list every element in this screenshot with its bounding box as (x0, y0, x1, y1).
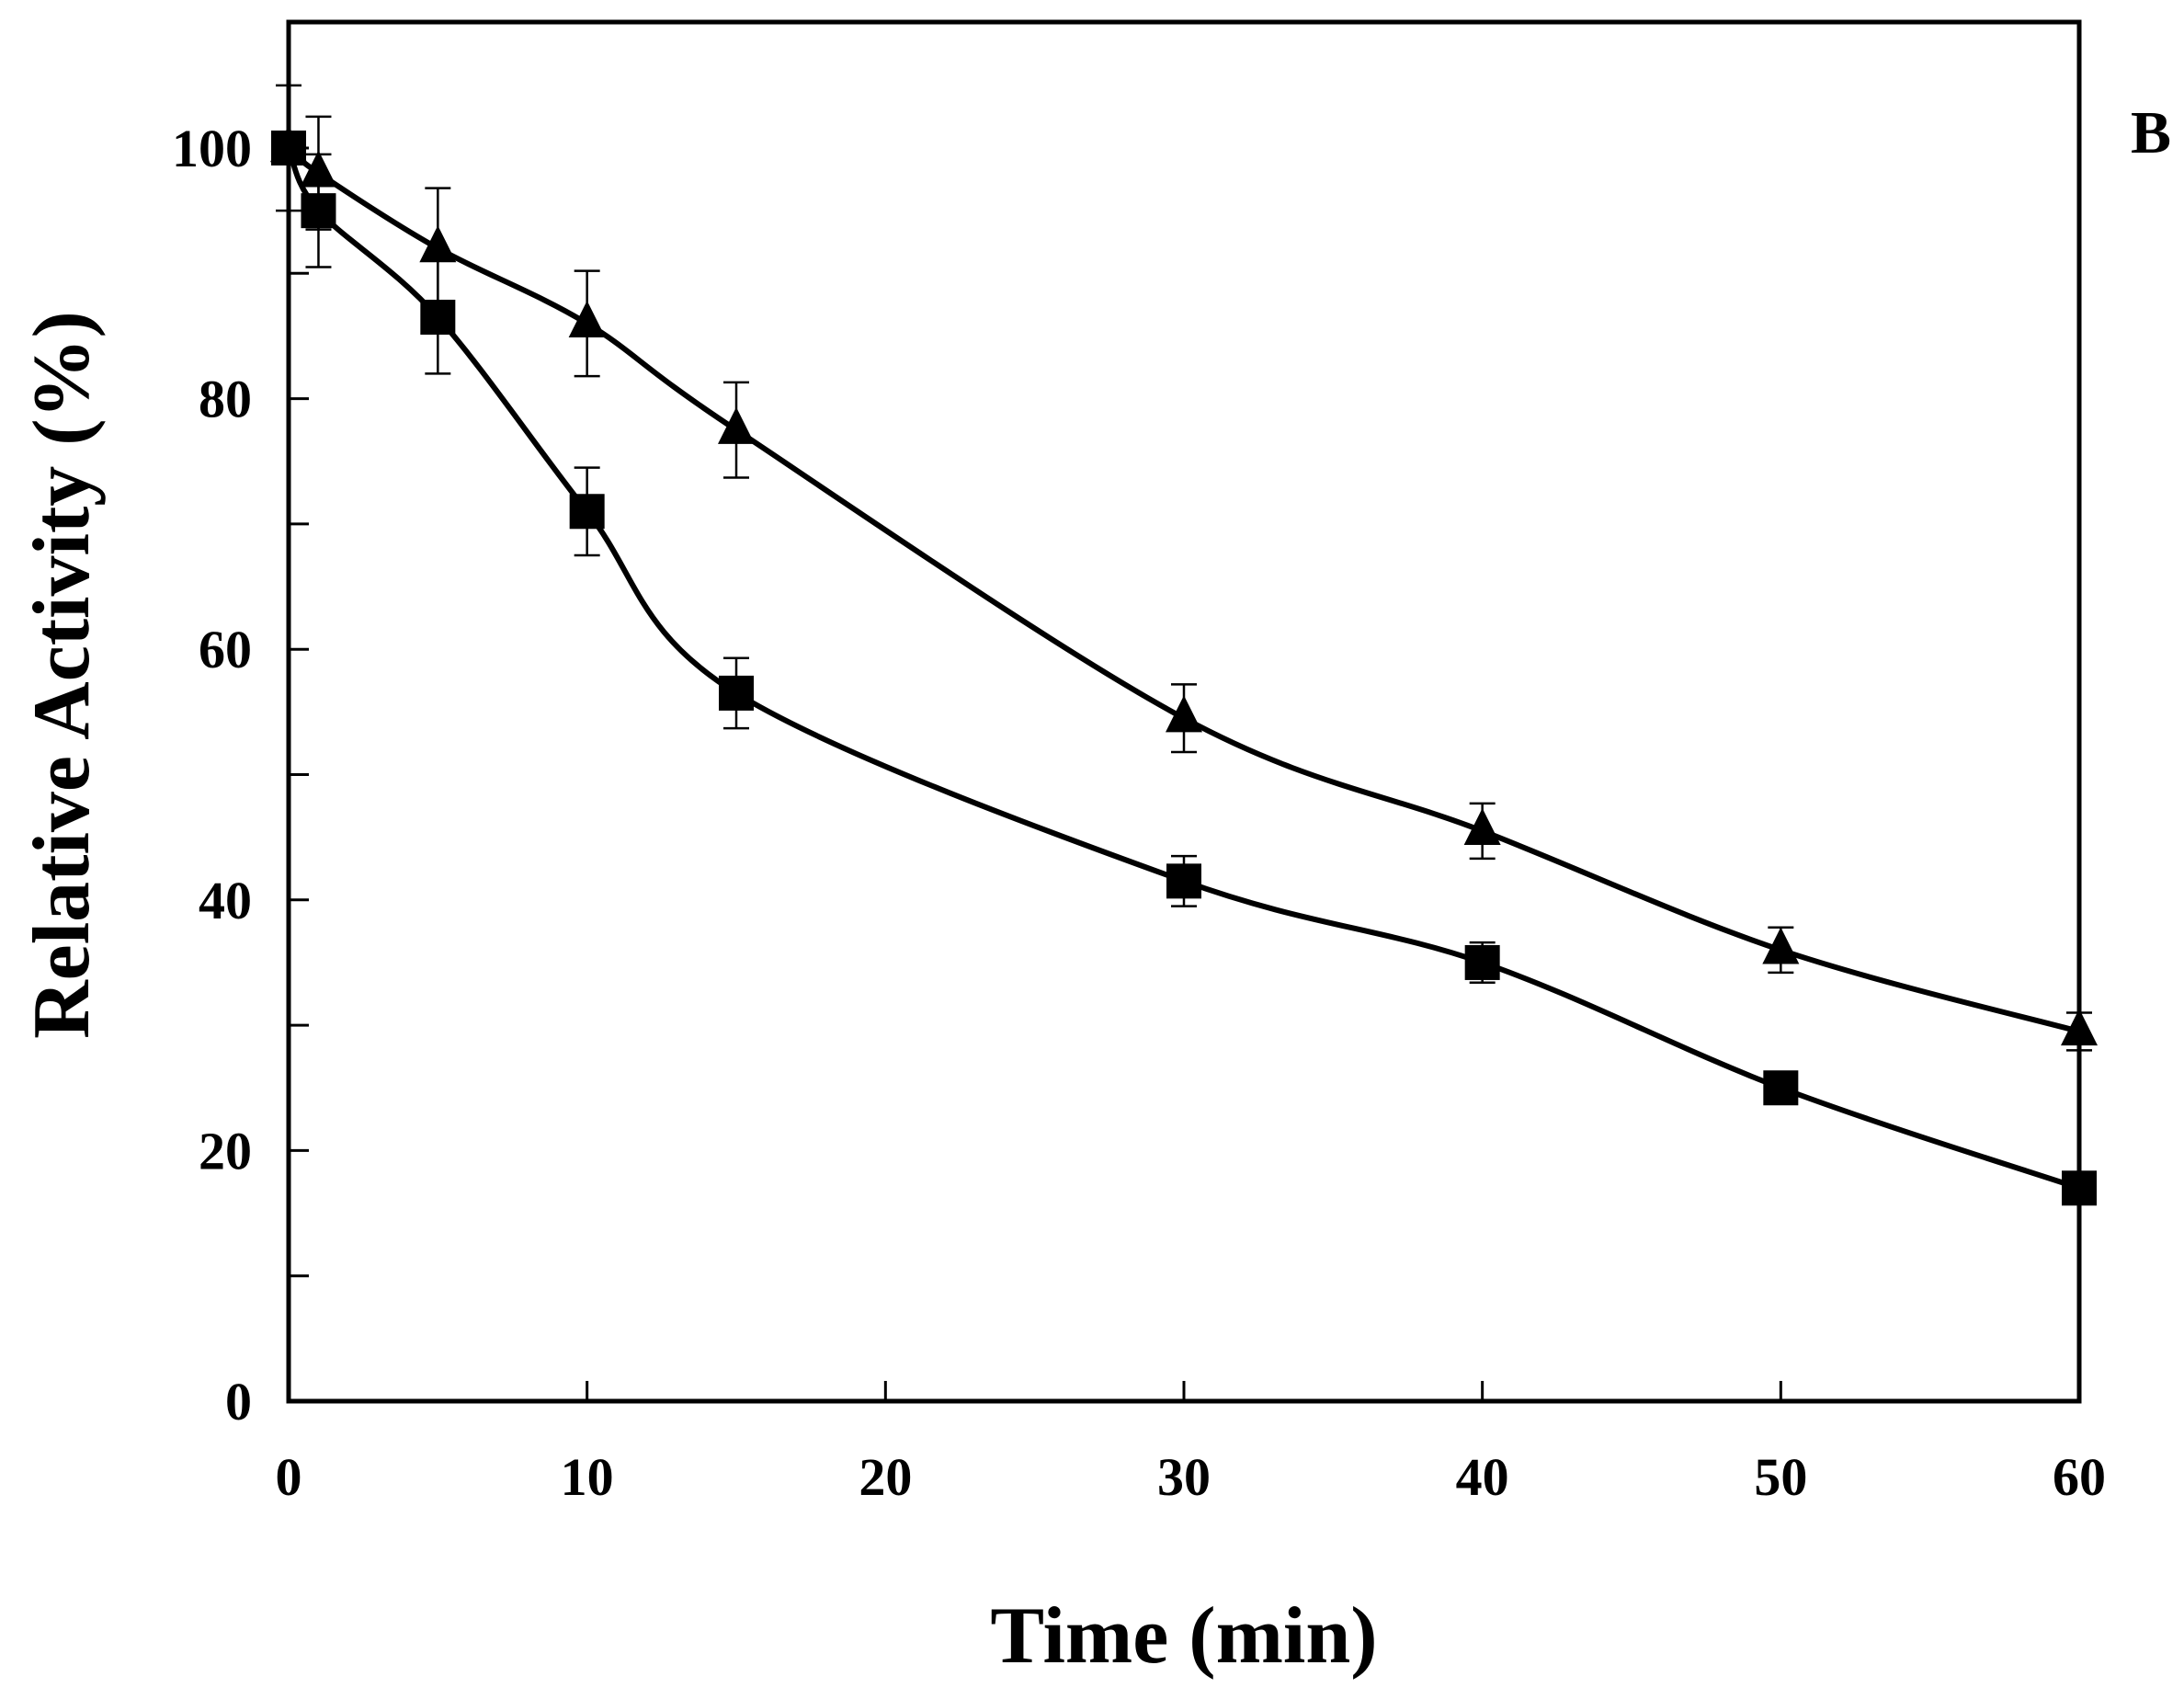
x-tick-label: 20 (859, 1447, 912, 1507)
y-tick-label: 60 (199, 620, 252, 679)
square-marker (2062, 1170, 2097, 1206)
x-tick-label: 50 (1754, 1447, 1807, 1507)
x-tick-label: 0 (276, 1447, 302, 1507)
square-marker (301, 193, 336, 229)
y-axis-title: Relative Activity (%) (17, 311, 107, 1039)
square-marker (1763, 1070, 1799, 1106)
triangle-marker (2061, 1009, 2098, 1046)
series-square (271, 84, 2097, 1206)
triangle-marker (568, 301, 606, 338)
square-marker (719, 675, 754, 711)
x-axis-ticks: 0 10 20 30 40 50 60 (276, 1381, 2106, 1507)
square-marker (569, 494, 605, 530)
y-tick-label: 20 (199, 1121, 252, 1180)
y-tick-label: 0 (225, 1372, 252, 1431)
y-tick-label: 80 (199, 370, 252, 429)
x-axis-title: Time (min) (990, 1591, 1377, 1681)
triangle-marker (1166, 695, 1202, 733)
y-tick-label: 100 (172, 119, 252, 178)
triangle-marker (1463, 808, 1501, 846)
x-tick-label: 30 (1157, 1447, 1211, 1507)
y-tick-label: 40 (199, 871, 252, 930)
x-tick-label: 10 (561, 1447, 614, 1507)
series-layer (270, 84, 2098, 1206)
x-tick-label: 40 (1456, 1447, 1509, 1507)
square-marker (420, 300, 456, 336)
square-marker (1166, 863, 1201, 899)
square-marker (271, 131, 306, 165)
triangle-marker (1762, 927, 1800, 964)
x-tick-label: 60 (2053, 1447, 2106, 1507)
triangle-marker (419, 225, 457, 263)
series-triangle (270, 115, 2098, 1052)
triangle-marker (718, 406, 755, 444)
y-axis-ticks: 0 20 40 60 80 100 (172, 21, 309, 1431)
square-marker (1464, 944, 1500, 980)
panel-label: B (2131, 99, 2171, 166)
